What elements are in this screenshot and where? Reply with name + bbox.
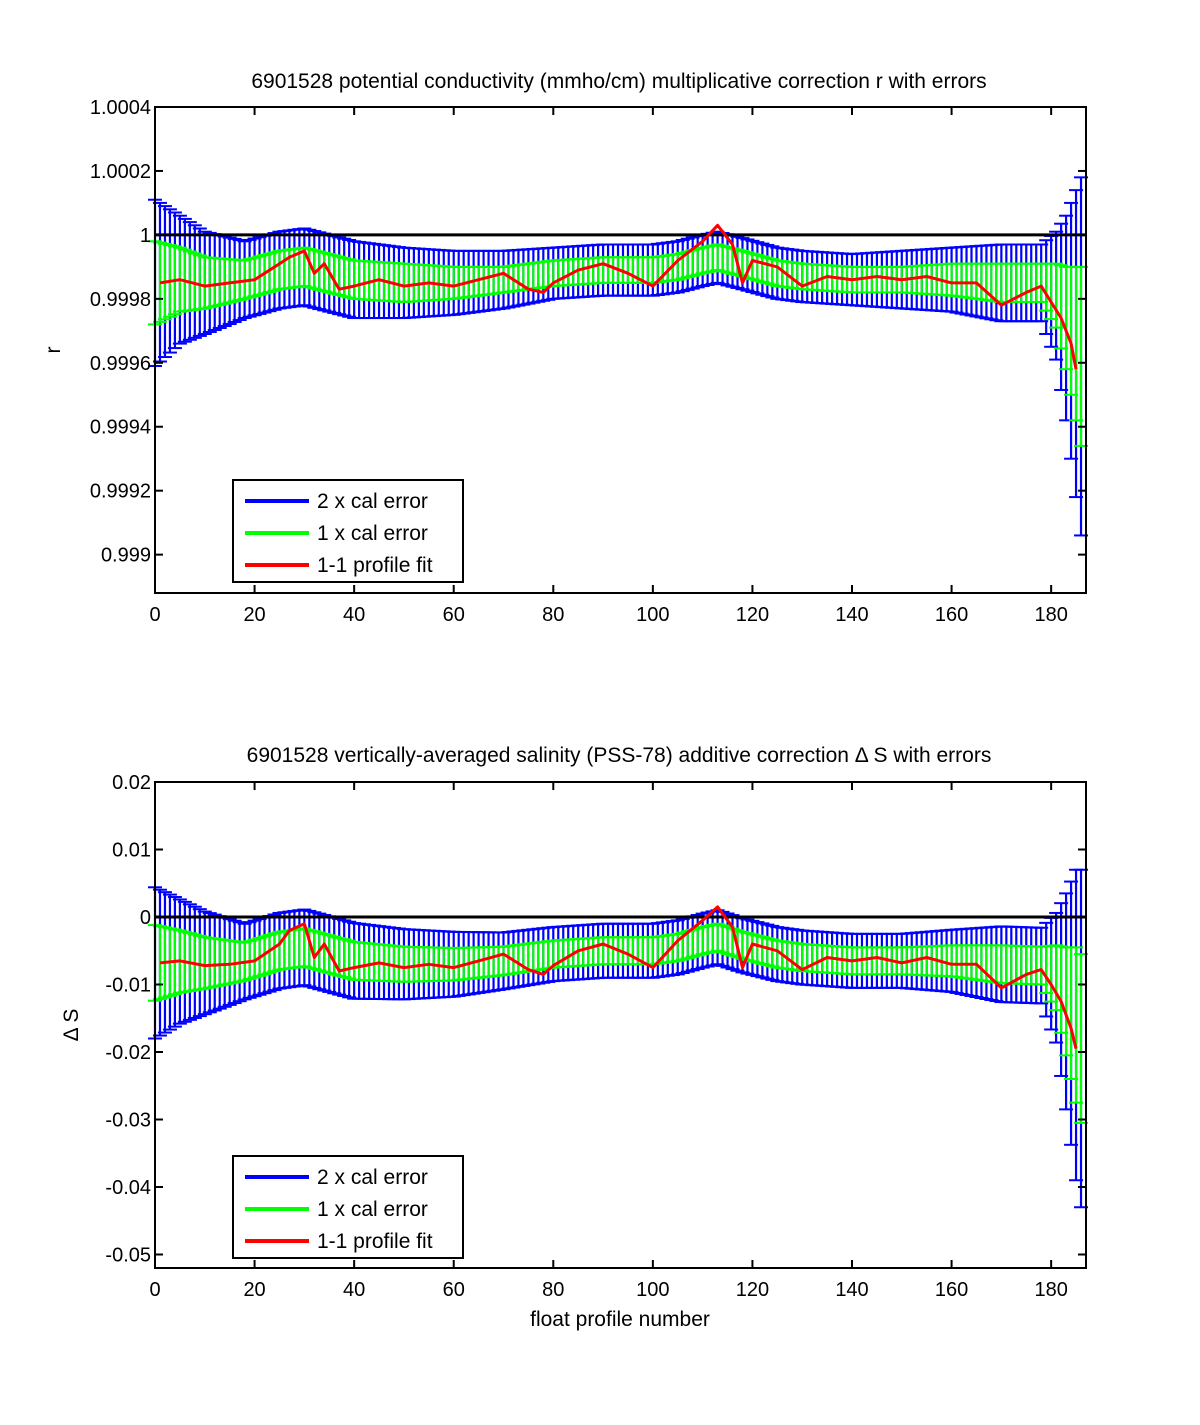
x-tick-label: 160: [935, 604, 968, 626]
y-tick-label: -0.02: [105, 1042, 151, 1064]
y-tick-label: 0.999: [101, 545, 151, 567]
x-tick-label: 120: [736, 604, 769, 626]
x-tick-label: 180: [1034, 1279, 1067, 1301]
y-tick-label: 1.0004: [90, 97, 151, 119]
x-tick-label: 100: [636, 604, 669, 626]
legend-label-two-sigma: 2 x cal error: [317, 490, 428, 513]
profile-fit-polyline: [159, 223, 1078, 370]
x-tick-label: 20: [243, 1279, 265, 1301]
y-tick-label: 0.9996: [90, 353, 151, 375]
y-tick-label: -0.03: [105, 1110, 151, 1132]
x-tick-label: 120: [736, 1279, 769, 1301]
legend-label-two-sigma: 2 x cal error: [317, 1166, 428, 1189]
x-tick-label: 80: [542, 604, 564, 626]
one-sigma-error-bars: [148, 240, 1089, 447]
legend-label-fit: 1-1 profile fit: [317, 1230, 433, 1253]
y-tick-label: -0.04: [105, 1177, 151, 1199]
x-tick-label: 180: [1034, 604, 1067, 626]
profile-fit-polyline: [159, 905, 1078, 1049]
x-tick-label: 100: [636, 1279, 669, 1301]
x-tick-label: 0: [149, 1279, 160, 1301]
y-tick-label: -0.05: [105, 1245, 151, 1267]
x-tick-label: 40: [343, 604, 365, 626]
top-panel-legend: 2 x cal error 1 x cal error 1-1 profile …: [232, 479, 464, 583]
legend-label-one-sigma: 1 x cal error: [317, 522, 428, 545]
x-tick-label: 140: [835, 604, 868, 626]
x-tick-label: 160: [935, 1279, 968, 1301]
x-tick-label: 0: [149, 604, 160, 626]
top-panel-axes-frame: [154, 106, 1087, 594]
y-tick-label: 0.01: [112, 840, 151, 862]
y-tick-label: 0.02: [112, 772, 151, 794]
legend-label-fit: 1-1 profile fit: [317, 554, 433, 577]
bottom-panel: 6901528 vertically-averaged salinity (PS…: [60, 744, 1089, 1331]
one-sigma-error-bars: [148, 922, 1089, 1124]
x-tick-label: 20: [243, 604, 265, 626]
top-panel-ylabel: r: [42, 347, 65, 354]
legend-label-one-sigma: 1 x cal error: [317, 1198, 428, 1221]
top-panel: 6901528 potential conductivity (mmho/cm)…: [42, 70, 1089, 626]
x-tick-label: 140: [835, 1279, 868, 1301]
profile-fit-line: [159, 905, 1078, 1049]
y-tick-label: 0.9994: [90, 417, 151, 439]
x-axis-label: float profile number: [530, 1308, 710, 1331]
y-tick-label: 1.0002: [90, 161, 151, 183]
y-tick-label: 0: [140, 907, 151, 929]
bottom-panel-axes-frame: [154, 781, 1087, 1269]
y-tick-label: 0.9992: [90, 481, 151, 503]
bottom-panel-ticks: 0 20 40 60 80 100 120 140 160 180 -0.05 -0.04 -0.03 -…: [105, 772, 1086, 1301]
y-tick-label: -0.01: [105, 975, 151, 997]
x-tick-label: 40: [343, 1279, 365, 1301]
bottom-panel-ylabel: Δ S: [60, 1009, 83, 1042]
y-tick-label: 1: [140, 225, 151, 247]
x-tick-label: 60: [443, 604, 465, 626]
top-panel-ticks: 0 20 40 60 80 100 120 140 160 180 0.999 0.9992 0.999…: [90, 97, 1086, 626]
x-tick-label: 80: [542, 1279, 564, 1301]
bottom-panel-legend: 2 x cal error 1 x cal error 1-1 profile …: [232, 1155, 464, 1259]
profile-fit-line: [159, 223, 1078, 370]
y-tick-label: 0.9998: [90, 289, 151, 311]
bottom-panel-title: 6901528 vertically-averaged salinity (PS…: [247, 744, 992, 767]
top-panel-title: 6901528 potential conductivity (mmho/cm)…: [251, 70, 986, 93]
x-tick-label: 60: [443, 1279, 465, 1301]
